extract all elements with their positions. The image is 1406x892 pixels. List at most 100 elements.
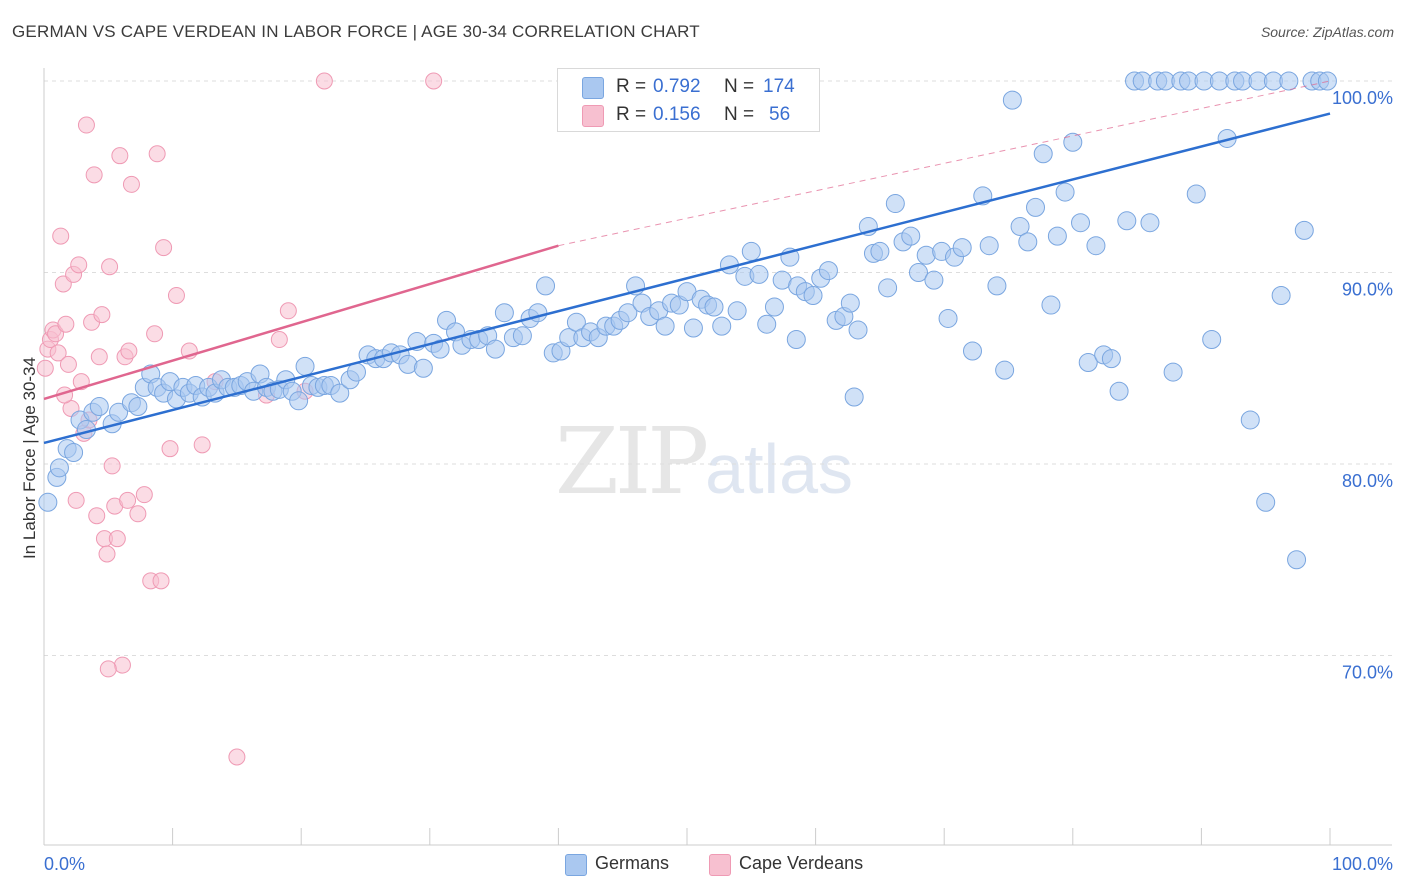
german-point xyxy=(885,194,905,214)
r-label: R = xyxy=(616,104,647,125)
x-tick-label-min: 0.0% xyxy=(44,854,85,874)
cape-verdean-point xyxy=(77,116,95,134)
cape-verdean-point xyxy=(57,315,75,333)
cape-verdean-point xyxy=(148,145,166,163)
cape-n-value: 56 xyxy=(769,104,791,125)
german-point xyxy=(38,492,58,512)
german-point xyxy=(536,276,556,296)
german-point xyxy=(494,303,514,323)
cape-verdean-point xyxy=(135,486,153,504)
cape-verdean-point xyxy=(279,302,297,320)
german-point xyxy=(995,360,1015,380)
cape-verdean-point xyxy=(167,286,185,304)
german-point xyxy=(1294,220,1314,240)
german-point xyxy=(413,358,433,378)
german-point xyxy=(430,339,450,359)
cape-verdean-point xyxy=(113,656,131,674)
german-point xyxy=(64,443,84,463)
y-tick-label: 90.0% xyxy=(1342,280,1393,300)
cape-verdean-point xyxy=(155,239,173,257)
german-point xyxy=(330,383,350,403)
y-tick-label: 70.0% xyxy=(1342,663,1393,683)
cape-verdean-point xyxy=(52,227,70,245)
german-point xyxy=(1240,410,1260,430)
cape-verdean-point xyxy=(70,256,88,274)
german-trend-line xyxy=(43,112,1331,445)
german-point xyxy=(295,356,315,376)
cape-verdean-point xyxy=(161,440,179,458)
german-point xyxy=(1063,132,1083,152)
watermark: ZIPatlas xyxy=(555,408,853,515)
cape-verdean-point xyxy=(49,344,67,362)
cape-verdean-point xyxy=(93,306,111,324)
cape-verdean-point xyxy=(99,660,117,678)
german-point xyxy=(786,330,806,350)
german-point xyxy=(938,308,958,328)
germans-n-value: 174 xyxy=(763,76,795,97)
german-point xyxy=(1026,197,1046,217)
german-point xyxy=(1018,232,1038,252)
german-point xyxy=(878,278,898,298)
cape-verdean-point xyxy=(108,530,126,548)
y-axis-label: In Labor Force | Age 30-34 xyxy=(20,357,39,559)
german-point xyxy=(757,314,777,334)
german-point xyxy=(803,285,823,305)
german-point xyxy=(870,241,890,261)
german-point xyxy=(979,236,999,256)
german-point xyxy=(1256,492,1276,512)
german-point xyxy=(1271,285,1291,305)
source-attribution: Source: ZipAtlas.com xyxy=(1260,24,1394,40)
cape-verdean-point xyxy=(101,258,119,276)
german-point xyxy=(1002,90,1022,110)
german-point xyxy=(485,339,505,359)
german-point xyxy=(741,241,761,261)
n-label: N = xyxy=(724,104,755,125)
cape-verdean-point xyxy=(228,748,246,766)
cape-verdean-point xyxy=(36,359,54,377)
cape-verdean-point xyxy=(152,572,170,590)
cape-swatch xyxy=(582,105,604,127)
german-point xyxy=(1047,226,1067,246)
german-point xyxy=(1109,381,1129,401)
cape-verdean-point xyxy=(103,457,121,475)
n-label: N = xyxy=(724,76,755,97)
german-point xyxy=(1033,144,1053,164)
cape-verdean-point xyxy=(119,491,137,509)
german-point xyxy=(1086,236,1106,256)
cape-verdean-trend-line xyxy=(43,244,559,401)
german-point xyxy=(1186,184,1206,204)
german-point xyxy=(1202,330,1222,350)
german-point xyxy=(901,226,921,246)
y-tick-label: 100.0% xyxy=(1332,88,1393,108)
watermark-atlas: atlas xyxy=(705,430,854,508)
german-point xyxy=(840,293,860,313)
german-point xyxy=(289,391,309,411)
german-point xyxy=(1317,71,1337,91)
cape-verdean-point xyxy=(129,505,147,523)
cape-verdean-point xyxy=(193,436,211,454)
german-point xyxy=(109,402,129,422)
german-point xyxy=(1055,182,1075,202)
german-point xyxy=(749,264,769,284)
cape-legend-label: Cape Verdeans xyxy=(739,853,864,873)
cape-r-value: 0.156 xyxy=(653,104,701,125)
chart-title: GERMAN VS CAPE VERDEAN IN LABOR FORCE | … xyxy=(12,22,700,41)
german-point xyxy=(1140,213,1160,233)
german-point xyxy=(618,303,638,323)
germans-r-value: 0.792 xyxy=(653,76,701,97)
cape-verdean-point xyxy=(146,325,164,343)
german-point xyxy=(908,263,928,282)
cape-verdean-point xyxy=(98,545,116,563)
cape-verdean-point xyxy=(425,72,443,90)
german-point xyxy=(844,387,864,407)
legend-row-cape: R = 0.156 N = 56 xyxy=(558,101,819,129)
y-tick-label: 80.0% xyxy=(1342,471,1393,491)
german-point xyxy=(1279,71,1299,91)
german-point xyxy=(683,318,703,338)
cape-verdean-point xyxy=(120,342,138,360)
cape-legend-swatch xyxy=(709,854,731,876)
german-point xyxy=(848,320,868,340)
legend-row-germans: R = 0.792 N = 174 xyxy=(558,73,819,101)
cape-verdean-point xyxy=(67,491,85,509)
